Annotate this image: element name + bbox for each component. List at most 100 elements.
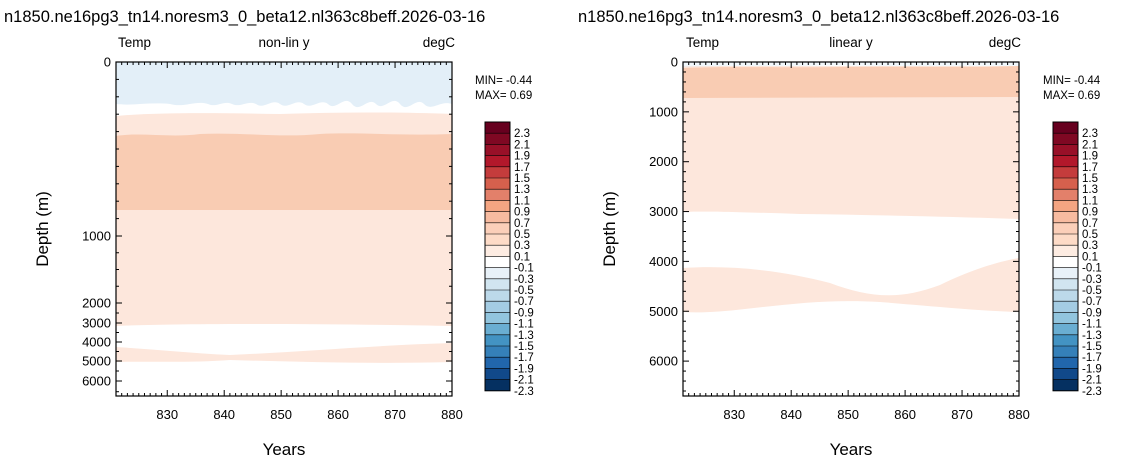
colorbar-label: -2.3 <box>1082 386 1102 398</box>
panel-left-title: n1850.ne16pg3_tn14.noresm3_0_beta12.nl36… <box>4 8 485 26</box>
panel-left: n1850.ne16pg3_tn14.noresm3_0_beta12.nl36… <box>4 8 534 459</box>
colorbar-label: 0.3 <box>514 240 530 252</box>
colorbar-label: -1.9 <box>1082 363 1102 375</box>
contour-band-positive-abyssal <box>683 258 1019 313</box>
x-tick-label: 850 <box>837 407 859 422</box>
y-tick-label: 1000 <box>649 104 678 119</box>
y-tick-label: 6000 <box>82 374 111 389</box>
colorbar-swatch <box>1053 211 1078 223</box>
colorbar-swatch <box>485 222 510 235</box>
colorbar-swatch <box>485 211 510 223</box>
panel-right: n1850.ne16pg3_tn14.noresm3_0_beta12.nl36… <box>578 8 1102 459</box>
x-tick-label: 830 <box>156 407 178 422</box>
colorbar-label: -0.7 <box>514 296 534 308</box>
panel-left-min-label: MIN= -0.44 <box>475 75 533 87</box>
panel-left-y-axis-title: Depth (m) <box>33 191 52 267</box>
colorbar-swatch <box>1053 166 1078 179</box>
panel-left-variable-label: Temp <box>118 35 151 50</box>
colorbar-label: -1.1 <box>1082 319 1102 331</box>
y-tick-label: 1000 <box>82 229 111 244</box>
colorbar-label: -0.9 <box>514 307 534 319</box>
y-tick-label: 6000 <box>649 354 678 369</box>
panel-right-min-label: MIN= -0.44 <box>1043 75 1101 87</box>
colorbar-swatch <box>1053 301 1078 313</box>
panel-right-max-label: MAX= 0.69 <box>1043 90 1100 102</box>
colorbar-label: 1.3 <box>1082 184 1098 196</box>
colorbar-swatch <box>485 334 510 347</box>
colorbar-swatch <box>485 312 510 324</box>
colorbar-swatch <box>485 278 510 291</box>
colorbar-frame <box>484 121 511 392</box>
colorbar-label: -0.1 <box>1082 263 1102 275</box>
colorbar-label: 2.1 <box>514 139 530 151</box>
panel-left-units-label: degC <box>423 35 456 50</box>
colorbar-label: -1.5 <box>514 341 534 353</box>
y-tick-label: 2000 <box>649 154 678 169</box>
colorbar-swatch <box>1053 234 1078 246</box>
panel-left-scale-label: non-lin y <box>258 35 309 50</box>
colorbar-label: 1.1 <box>514 195 530 207</box>
colorbar-swatch <box>1053 334 1078 347</box>
panel-left-contours <box>115 61 453 397</box>
y-tick-label: 3000 <box>649 204 678 219</box>
contour-band-positive-deep <box>116 210 452 326</box>
colorbar-label: -1.3 <box>514 330 534 342</box>
panel-right-scale-label: linear y <box>829 35 873 50</box>
x-tick-label: 830 <box>723 407 745 422</box>
panel-right-units-label: degC <box>989 35 1022 50</box>
panel-left-y-axis: 0 1000 2000 3000 4000 5000 6000 <box>82 55 452 393</box>
colorbar-swatch <box>1053 346 1078 358</box>
x-tick-label: 860 <box>894 407 916 422</box>
colorbar-label: 1.5 <box>1082 173 1098 185</box>
colorbar-swatch <box>1053 200 1078 212</box>
colorbar-swatch <box>485 323 510 335</box>
colorbar-swatch <box>1053 267 1078 279</box>
contour-band-positive-core <box>683 66 1019 98</box>
colorbar-swatch <box>485 290 510 302</box>
x-tick-label: 840 <box>213 407 235 422</box>
contour-band-positive-abyssal <box>116 343 452 363</box>
colorbar-label: 0.5 <box>1082 229 1098 241</box>
colorbar-label: -2.1 <box>514 375 534 387</box>
panel-right-contours <box>682 61 1020 397</box>
colorbar-label: 1.5 <box>514 173 530 185</box>
panel-right-variable-label: Temp <box>686 35 719 50</box>
panel-right-y-axis: 0 1000 2000 3000 4000 5000 6000 <box>649 55 1019 392</box>
colorbar-label: 1.7 <box>514 162 530 174</box>
panel-left-max-label: MAX= 0.69 <box>475 90 532 102</box>
colorbar-label: -1.9 <box>514 363 534 375</box>
y-tick-label: 5000 <box>82 354 111 369</box>
colorbar-label: -1.7 <box>1082 352 1102 364</box>
colorbar-swatch <box>1053 290 1078 302</box>
colorbar-swatch <box>1053 379 1078 391</box>
panel-right-x-axis-title: Years <box>830 440 873 459</box>
colorbar-label: 1.1 <box>1082 195 1098 207</box>
colorbar-label: 0.9 <box>514 207 530 219</box>
y-tick-label: 5000 <box>649 304 678 319</box>
panel-right-x-axis: 830 840 850 860 870 880 <box>682 62 1030 422</box>
colorbar-swatch <box>485 379 510 391</box>
y-tick-label: 4000 <box>649 254 678 269</box>
panel-left-plot-frame <box>115 61 453 397</box>
contour-band-negative-surface <box>683 62 1019 67</box>
colorbar-label: 1.3 <box>514 184 530 196</box>
colorbar-swatch <box>485 256 510 268</box>
colorbar-label: -0.7 <box>1082 296 1102 308</box>
colorbar-label: -0.3 <box>514 274 534 286</box>
colorbar-label: 1.9 <box>1082 151 1098 163</box>
x-tick-label: 860 <box>327 407 349 422</box>
colorbar-label: -1.1 <box>514 319 534 331</box>
colorbar-label: -2.3 <box>514 386 534 398</box>
colorbar-swatch <box>1053 155 1078 167</box>
colorbar-label: 1.7 <box>1082 162 1098 174</box>
colorbar-label: 2.3 <box>514 128 530 140</box>
colorbar-label: 0.7 <box>1082 218 1098 230</box>
colorbar-label: -0.9 <box>1082 307 1102 319</box>
x-tick-label: 840 <box>780 407 802 422</box>
contour-band-positive-core <box>116 133 452 210</box>
colorbar-label: -1.5 <box>1082 341 1102 353</box>
colorbar-swatch <box>1053 222 1078 235</box>
panel-right-plot-frame <box>682 61 1020 397</box>
colorbar-swatch <box>1053 278 1078 291</box>
